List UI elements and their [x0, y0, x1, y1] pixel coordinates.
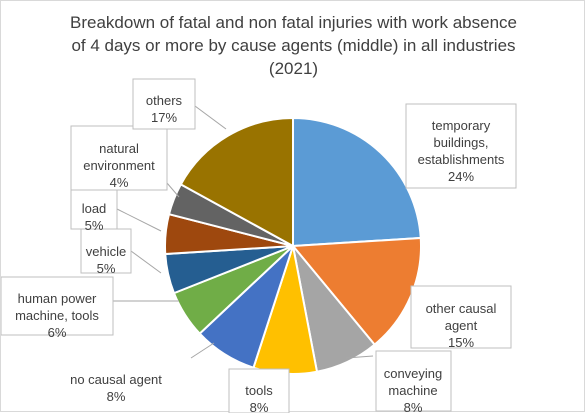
chart-title-line-1: Breakdown of fatal and non fatal injurie… — [70, 13, 517, 32]
data-label-text-1: agent — [445, 318, 478, 333]
data-label-value-5: 6% — [48, 325, 67, 340]
data-label-value-3: 8% — [250, 400, 269, 413]
data-label-text-0: establishments — [418, 152, 505, 167]
chart-title-line-3: (2021) — [268, 59, 319, 78]
data-label-text-8: natural — [99, 141, 139, 156]
data-label-text-0: buildings, — [434, 135, 489, 150]
data-label-text-8: environment — [83, 158, 155, 173]
data-label-box-1 — [410, 285, 512, 349]
data-label-text-2: machine — [388, 383, 437, 398]
data-label-text-5: machine, tools — [15, 308, 99, 323]
data-labels: temporary buildings, establishments 24% othe… — [1, 78, 517, 413]
data-label-5: human power machine, tools 6% — [15, 291, 99, 340]
data-label-7: load 5% — [82, 201, 107, 233]
data-label-text-3: tools — [245, 383, 273, 398]
data-label-box-9 — [132, 78, 196, 130]
data-label-9: others 17% — [146, 93, 183, 125]
data-label-text-4: no causal agent — [70, 372, 162, 387]
data-label-box-2 — [375, 350, 452, 412]
data-label-6: vehicle 5% — [86, 244, 126, 276]
data-label-box-7 — [70, 186, 118, 230]
data-label-text-5: human power — [18, 291, 97, 306]
data-label-value-9: 17% — [151, 110, 177, 125]
data-label-text-9: others — [146, 93, 183, 108]
chart-title: Breakdown of fatal and non fatal injurie… — [41, 11, 546, 80]
data-label-value-4: 8% — [107, 389, 126, 404]
pie-slices — [163, 116, 422, 375]
data-label-text-6: vehicle — [86, 244, 126, 259]
data-label-3: tools 8% — [245, 383, 273, 413]
leader-line-6 — [130, 250, 162, 274]
leader-line-2 — [345, 355, 374, 359]
leader-line-4 — [190, 342, 215, 359]
data-label-box-6 — [80, 228, 132, 274]
data-label-2: conveying machine 8% — [384, 366, 443, 413]
data-label-text-0: temporary — [432, 118, 491, 133]
pie-slice-0 — [292, 116, 422, 248]
data-label-box-8 — [70, 125, 168, 191]
data-label-text-1: other causal — [426, 301, 497, 316]
data-label-value-0: 24% — [448, 169, 474, 184]
data-label-text-2: conveying — [384, 366, 443, 381]
pie-slice-1 — [290, 236, 422, 347]
leader-line-8 — [166, 182, 180, 198]
data-label-4: no causal agent 8% — [70, 372, 162, 404]
leader-line-9 — [194, 105, 227, 130]
data-label-value-6: 5% — [97, 261, 116, 276]
pie-slice-9 — [179, 116, 294, 248]
data-label-box-0 — [405, 103, 517, 189]
data-label-box-3 — [228, 368, 290, 413]
data-label-box-5 — [1, 276, 114, 336]
chart-title-line-2: of 4 days or more by cause agents (middl… — [71, 36, 516, 55]
data-label-0: temporary buildings, establishments 24% — [418, 118, 505, 184]
leader-line-7 — [116, 208, 162, 232]
data-label-value-1: 15% — [448, 335, 474, 350]
data-label-1: other causal agent 15% — [426, 301, 497, 350]
data-label-text-7: load — [82, 201, 107, 216]
data-label-value-2: 8% — [404, 400, 423, 413]
data-label-value-7: 5% — [85, 218, 104, 233]
data-label-8: natural environment 4% — [83, 141, 155, 190]
data-label-value-8: 4% — [110, 175, 129, 190]
